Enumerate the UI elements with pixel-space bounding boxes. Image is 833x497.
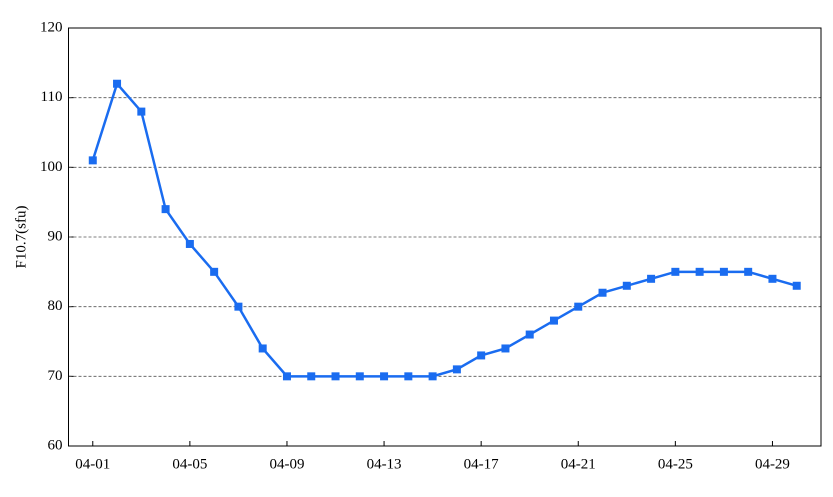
data-point — [404, 372, 413, 381]
data-point — [549, 316, 558, 325]
x-tick-label: 04-13 — [367, 456, 402, 472]
data-line — [91, 81, 798, 378]
x-tick-label: 04-25 — [658, 456, 693, 472]
y-tick-label: 70 — [48, 368, 63, 384]
data-point — [113, 79, 122, 88]
data-point — [695, 267, 704, 276]
y-tick-label: 90 — [48, 228, 63, 244]
data-point — [598, 288, 607, 297]
data-point — [234, 302, 243, 311]
x-tick-label: 04-05 — [172, 456, 207, 472]
data-point — [161, 205, 170, 214]
data-point — [258, 344, 267, 353]
data-point — [501, 344, 510, 353]
data-point — [574, 302, 583, 311]
data-point — [282, 372, 291, 381]
data-point — [792, 281, 801, 290]
y-tick-label: 110 — [41, 89, 63, 105]
data-point — [477, 351, 486, 360]
data-point — [719, 267, 728, 276]
data-point — [428, 372, 437, 381]
x-tick-label: 04-17 — [464, 456, 499, 472]
data-point — [622, 281, 631, 290]
data-point — [355, 372, 364, 381]
y-tick-label: 80 — [48, 298, 63, 314]
data-point — [380, 372, 389, 381]
y-tick-label: 100 — [40, 159, 63, 175]
y-tick-label: 60 — [48, 437, 63, 453]
data-point — [137, 107, 146, 116]
data-point — [452, 365, 461, 374]
x-tick-label: 04-21 — [561, 456, 596, 472]
data-point — [331, 372, 340, 381]
data-point — [647, 274, 656, 283]
data-point — [525, 330, 534, 339]
y-axis-label: F10.7(sfu) — [13, 206, 29, 269]
plot-frame — [68, 27, 822, 447]
x-tick-label: 04-01 — [75, 456, 110, 472]
data-point — [768, 274, 777, 283]
data-point — [185, 239, 194, 248]
data-point — [744, 267, 753, 276]
x-tick-label: 04-09 — [269, 456, 304, 472]
data-point — [210, 267, 219, 276]
data-point — [671, 267, 680, 276]
y-tick-label: 120 — [40, 19, 63, 35]
x-tick-label: 04-29 — [755, 456, 790, 472]
data-point — [88, 156, 97, 165]
data-point — [307, 372, 316, 381]
